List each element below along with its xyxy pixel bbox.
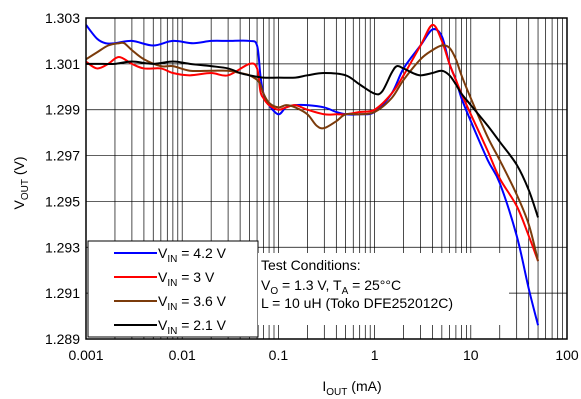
- y-tick-label: 1.295: [45, 193, 80, 209]
- y-axis-title: VOUT (V): [11, 156, 31, 209]
- annotation-line-2: VO = 1.3 V, TA = 25°°C: [261, 277, 401, 297]
- y-tick-label: 1.289: [45, 331, 80, 347]
- series-line-4: [86, 60, 539, 218]
- series-layer: [86, 23, 540, 326]
- test-conditions-annotation: Test Conditions: VO = 1.3 V, TA = 25°°C …: [258, 253, 509, 325]
- tick-labels: 0.001 0.01 0.1 1 10 100 1.289 1.291 1.293 1.295 1.…: [45, 10, 579, 363]
- legend-box: [87, 240, 259, 338]
- legend-label-3: VIN = 3.6 V: [158, 293, 227, 313]
- annotation-line-3: L = 10 uH (Toko DFE252012C): [261, 295, 453, 311]
- y-tick-label: 1.301: [45, 56, 80, 72]
- legend-label-4: VIN = 2.1 V: [158, 317, 227, 337]
- x-tick-label: 0.01: [169, 347, 196, 363]
- x-tick-label: 10: [463, 347, 479, 363]
- x-axis-title: IOUT (mA): [322, 378, 381, 398]
- legend-label-1: VIN = 4.2 V: [158, 245, 227, 265]
- x-tick-label: 0.1: [269, 347, 289, 363]
- y-tick-label: 1.303: [45, 10, 80, 26]
- x-tick-label: 0.001: [68, 347, 103, 363]
- y-tick-label: 1.299: [45, 102, 80, 118]
- series-line-1: [86, 24, 540, 326]
- annotation-box: [258, 253, 509, 325]
- series-line-3: [86, 41, 540, 262]
- y-tick-label: 1.297: [45, 148, 80, 164]
- y-tick-label: 1.291: [45, 285, 80, 301]
- annotation-line-1: Test Conditions:: [261, 257, 361, 273]
- plot-frame: [85, 17, 568, 340]
- legend: VIN = 4.2 V VIN = 3 V VIN = 3.6 V VIN = 2.1…: [87, 240, 259, 338]
- series-line-2: [86, 23, 539, 262]
- x-tick-label: 1: [371, 347, 379, 363]
- legend-label-2: VIN = 3 V: [158, 269, 215, 289]
- x-tick-label: 100: [555, 347, 579, 363]
- y-tick-label: 1.293: [45, 239, 80, 255]
